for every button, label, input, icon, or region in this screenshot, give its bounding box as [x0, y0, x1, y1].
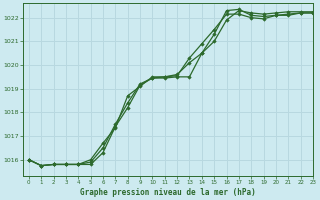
- X-axis label: Graphe pression niveau de la mer (hPa): Graphe pression niveau de la mer (hPa): [80, 188, 256, 197]
